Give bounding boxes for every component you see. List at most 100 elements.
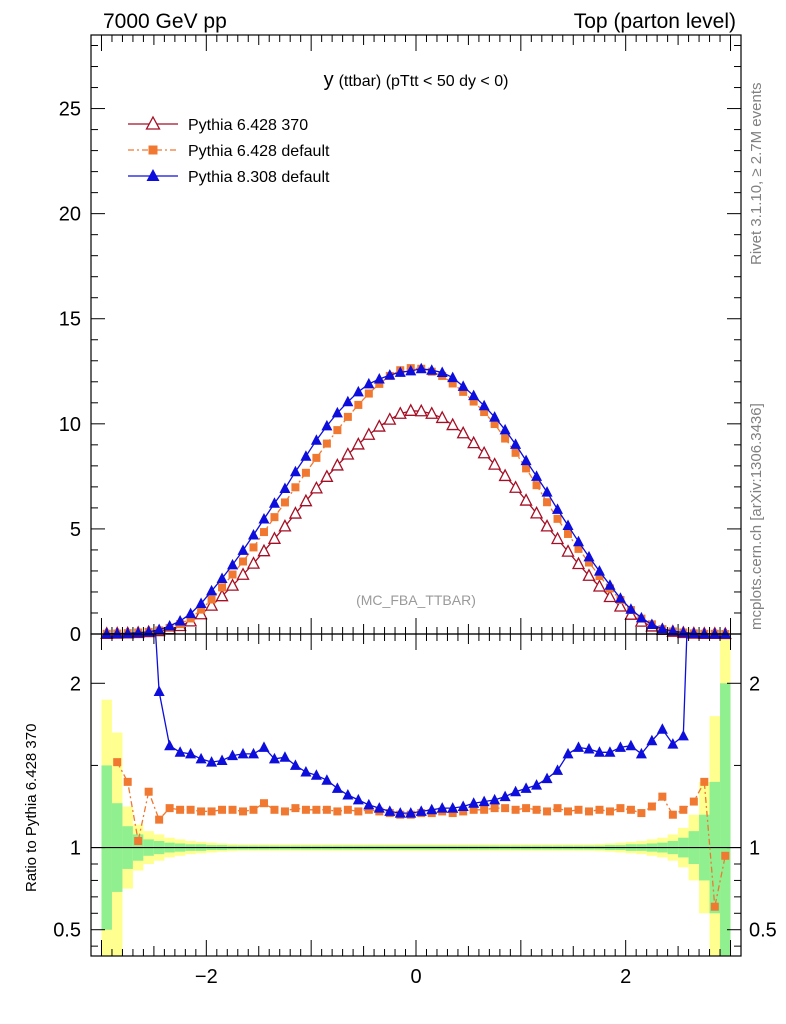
data-point-s2 — [426, 364, 438, 375]
ratio-point-s2 — [656, 723, 668, 734]
data-point-s2 — [562, 519, 574, 531]
data-point-s2 — [625, 603, 637, 614]
data-point-s2 — [248, 529, 259, 540]
data-point-s2 — [614, 592, 626, 603]
data-point-s0 — [278, 518, 292, 532]
data-point-s2 — [237, 544, 249, 555]
ratio-point-s1 — [668, 810, 677, 819]
data-point-s2 — [132, 626, 144, 638]
data-point-s1 — [280, 498, 289, 507]
data-point-s2 — [384, 369, 396, 380]
ratio-point-s2 — [531, 779, 543, 790]
ratio-point-s1 — [270, 805, 279, 814]
data-point-s0 — [383, 412, 397, 425]
ratio-point-s1 — [364, 805, 373, 814]
data-point-s0 — [509, 480, 523, 493]
title-main: y — [324, 69, 334, 91]
data-point-s2 — [531, 470, 543, 481]
data-point-s1 — [228, 570, 237, 579]
ratio-point-s1 — [480, 805, 489, 814]
data-point-s1 — [595, 571, 604, 580]
data-point-s0 — [529, 505, 544, 519]
upper-panel-series — [100, 362, 732, 640]
legend-marker-pythia6-default — [148, 145, 158, 155]
data-point-s0 — [498, 468, 512, 482]
ratio-point-s1 — [501, 804, 510, 813]
ratio-point-s2 — [174, 746, 186, 757]
data-point-s2 — [394, 366, 406, 377]
data-point-s0 — [372, 419, 386, 432]
data-point-s2 — [541, 486, 553, 497]
data-point-s0 — [341, 447, 355, 460]
legend-entry-pythia6-370: Pythia 6.428 370 — [128, 115, 308, 134]
data-point-s1 — [239, 557, 248, 566]
ratio-point-s2 — [289, 759, 301, 770]
band-1sigma — [720, 683, 731, 956]
ratio-point-s2 — [635, 747, 647, 759]
rivet-version-label: Rivet 3.1.10, ≥ 2.7M events — [748, 83, 765, 266]
legend-marker-pythia6-370 — [145, 115, 161, 130]
ratio-point-s2 — [667, 738, 679, 749]
data-point-s1 — [270, 513, 279, 522]
ratio-point-s1 — [637, 809, 646, 818]
data-point-s1 — [501, 434, 510, 443]
legend-marker-pythia8-default — [146, 169, 160, 181]
axes-ticks: 0 5 10 15 20 25 −2 0 2 0.5 0.5 1 1 2 2 — [53, 35, 777, 988]
ratio-point-s1 — [522, 804, 531, 813]
data-point-s0 — [257, 543, 271, 557]
data-point-s2 — [583, 550, 595, 562]
data-point-s2 — [153, 623, 165, 635]
ratio-point-s1 — [207, 807, 216, 816]
ratio-point-s2 — [321, 774, 333, 785]
ratio-point-s1 — [291, 804, 300, 813]
ratio-point-s1 — [186, 805, 195, 814]
data-point-s2 — [122, 627, 134, 638]
ratio-point-s1 — [343, 805, 352, 814]
ratio-point-s1 — [312, 805, 321, 814]
ratio-point-s1 — [333, 807, 342, 816]
ratio-point-s2 — [248, 747, 259, 759]
ratio-point-s2 — [216, 754, 228, 765]
data-point-s2 — [688, 627, 700, 638]
ratio-point-s2 — [268, 752, 280, 764]
data-point-s0 — [550, 531, 565, 545]
data-point-s1 — [322, 439, 331, 448]
ratio-point-s2 — [195, 752, 207, 764]
data-point-s0 — [267, 531, 282, 544]
data-point-s0 — [540, 518, 554, 532]
ratio-y-tick-label: 0.5 — [53, 920, 81, 942]
ratio-y-tick-label-right: 0.5 — [749, 920, 777, 942]
data-point-s0 — [488, 457, 502, 470]
ratio-point-s2 — [478, 795, 490, 807]
data-point-s2 — [279, 482, 291, 494]
ratio-point-s1 — [218, 805, 227, 814]
data-point-s2 — [635, 611, 647, 623]
ratio-point-s2 — [457, 800, 469, 811]
ratio-point-s2 — [552, 764, 564, 775]
ratio-point-s1 — [532, 805, 541, 814]
ratio-point-s1 — [155, 815, 164, 824]
data-point-s0 — [435, 410, 449, 424]
data-point-s2 — [573, 535, 584, 547]
legend-label-pythia6-default: Pythia 6.428 default — [188, 143, 330, 160]
data-point-s0 — [320, 469, 334, 482]
ratio-point-s2 — [677, 729, 689, 741]
data-point-s2 — [709, 628, 721, 639]
ratio-point-s2 — [489, 793, 501, 805]
data-point-s2 — [520, 454, 532, 466]
data-point-s2 — [593, 565, 605, 576]
y-tick-label: 25 — [59, 99, 81, 121]
header-right-label: Top (parton level) — [574, 10, 736, 33]
data-point-s1 — [333, 426, 342, 435]
ratio-point-s1 — [647, 802, 656, 811]
data-point-s1 — [354, 400, 363, 409]
ratio-point-s2 — [573, 741, 584, 752]
y-tick-label: 15 — [59, 309, 81, 331]
ratio-point-s1 — [626, 805, 635, 814]
ratio-y-axis-label: Ratio to Pythia 6.428 370 — [23, 724, 40, 892]
data-point-s0 — [613, 599, 628, 612]
data-point-s0 — [351, 437, 365, 450]
ratio-point-s1 — [658, 792, 667, 801]
data-point-s0 — [299, 493, 313, 507]
x-tick-label: −2 — [195, 966, 218, 988]
